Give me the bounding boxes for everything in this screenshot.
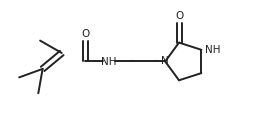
Text: O: O xyxy=(81,29,89,39)
Text: NH: NH xyxy=(101,57,117,67)
Text: O: O xyxy=(175,11,183,21)
Text: NH: NH xyxy=(205,45,220,55)
Text: N: N xyxy=(161,56,169,66)
